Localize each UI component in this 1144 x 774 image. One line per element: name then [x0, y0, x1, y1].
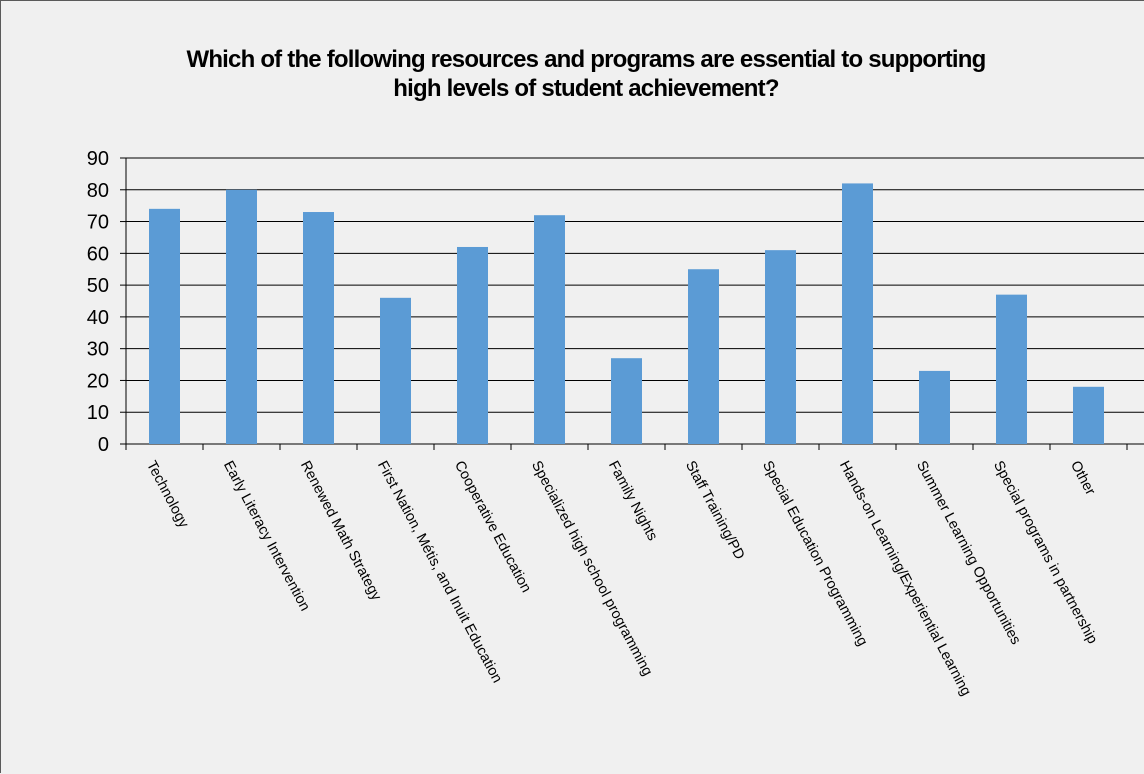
category-label: Other [1067, 458, 1098, 498]
category-label: Staff Training/PD [682, 458, 747, 562]
bar [303, 212, 334, 444]
bar [1073, 386, 1104, 444]
category-label: Hands-on Learning/Experiential Learning [836, 458, 974, 698]
y-tick-label: 70 [87, 212, 109, 234]
y-tick-label: 30 [87, 339, 109, 361]
bar [765, 250, 796, 444]
chart-title: Which of the following resources and pro… [1, 45, 1144, 103]
category-label: Early Literacy Intervention [220, 458, 313, 614]
bar [996, 294, 1027, 444]
bar [457, 246, 488, 444]
y-tick-label: 60 [87, 243, 109, 265]
y-tick-label: 0 [98, 434, 109, 456]
category-label: Family Nights [605, 458, 660, 543]
y-tick-label: 40 [87, 307, 109, 329]
category-label: Cooperative Education [451, 458, 534, 595]
category-label: Technology [143, 458, 192, 531]
y-tick-label: 90 [87, 148, 109, 170]
bar [611, 358, 642, 444]
bar [919, 370, 950, 444]
bar [688, 269, 719, 444]
bar [149, 208, 180, 444]
bar [842, 183, 873, 444]
y-tick-label: 20 [87, 370, 109, 392]
chart-title-line-2: high levels of student achievement? [393, 75, 779, 102]
y-tick-label: 50 [87, 275, 109, 297]
y-tick-label: 80 [87, 180, 109, 202]
bar [226, 189, 257, 444]
category-label: Renewed Math Strategy [297, 458, 385, 604]
category-label: First Nation, Métis, and Inuit Education [374, 458, 505, 685]
bar [534, 215, 565, 444]
bar [380, 297, 411, 444]
y-tick-label: 10 [87, 402, 109, 424]
chart-title-line-1: Which of the following resources and pro… [186, 46, 986, 73]
